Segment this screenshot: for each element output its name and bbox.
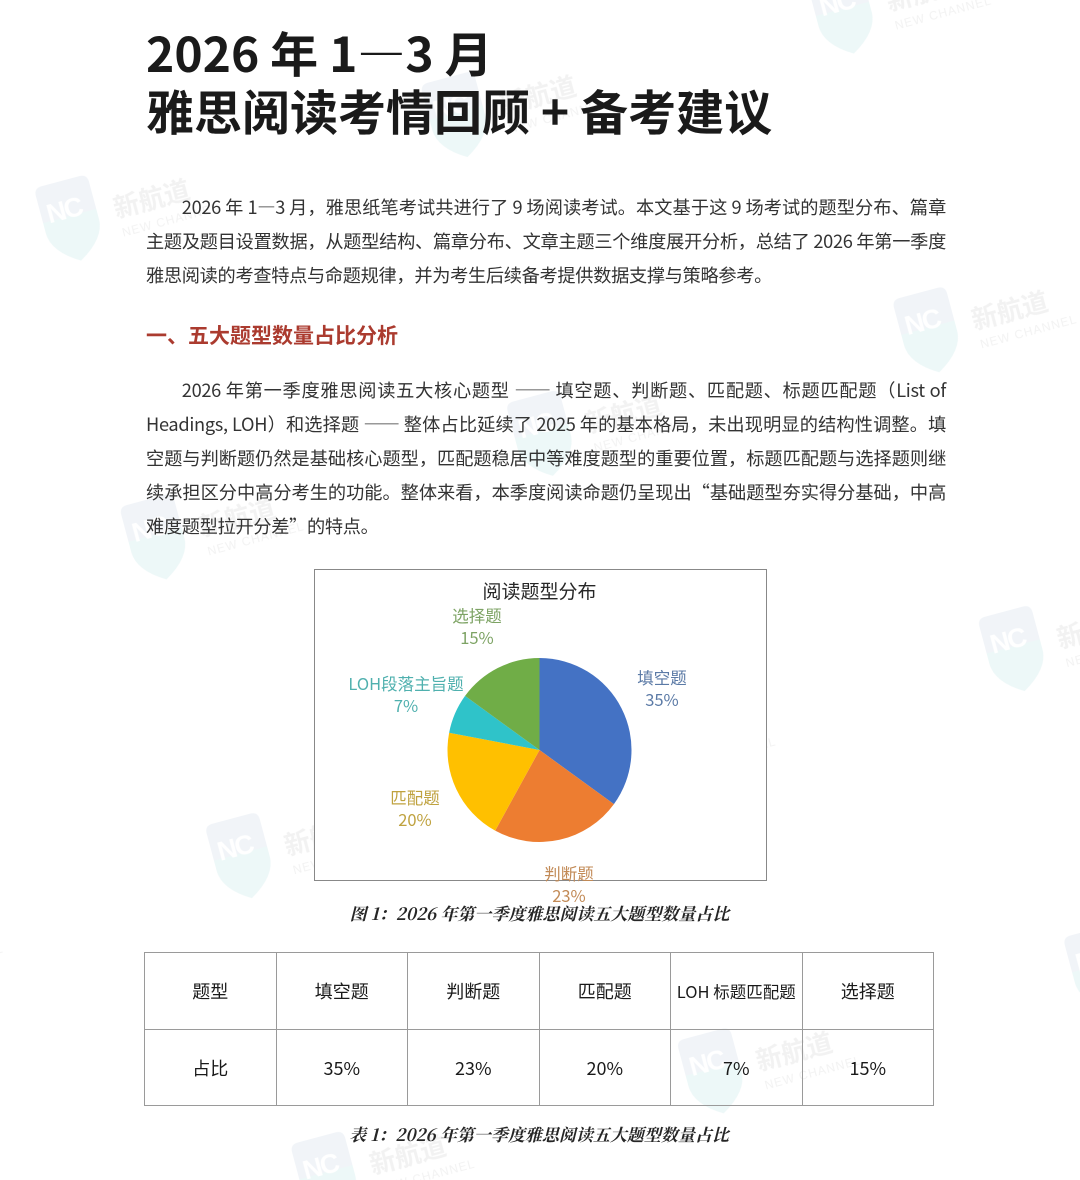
svg-text:35%: 35% — [645, 687, 679, 711]
svg-text:LOH段落主旨题: LOH段落主旨题 — [348, 671, 463, 695]
svg-text:15%: 15% — [460, 625, 494, 649]
svg-text:判断题: 判断题 — [544, 861, 594, 885]
svg-text:选择题: 选择题 — [452, 603, 502, 627]
svg-text:匹配题: 匹配题 — [390, 785, 440, 809]
svg-text:20%: 20% — [398, 807, 432, 831]
svg-text:填空题: 填空题 — [637, 665, 687, 689]
svg-text:7%: 7% — [394, 693, 418, 717]
